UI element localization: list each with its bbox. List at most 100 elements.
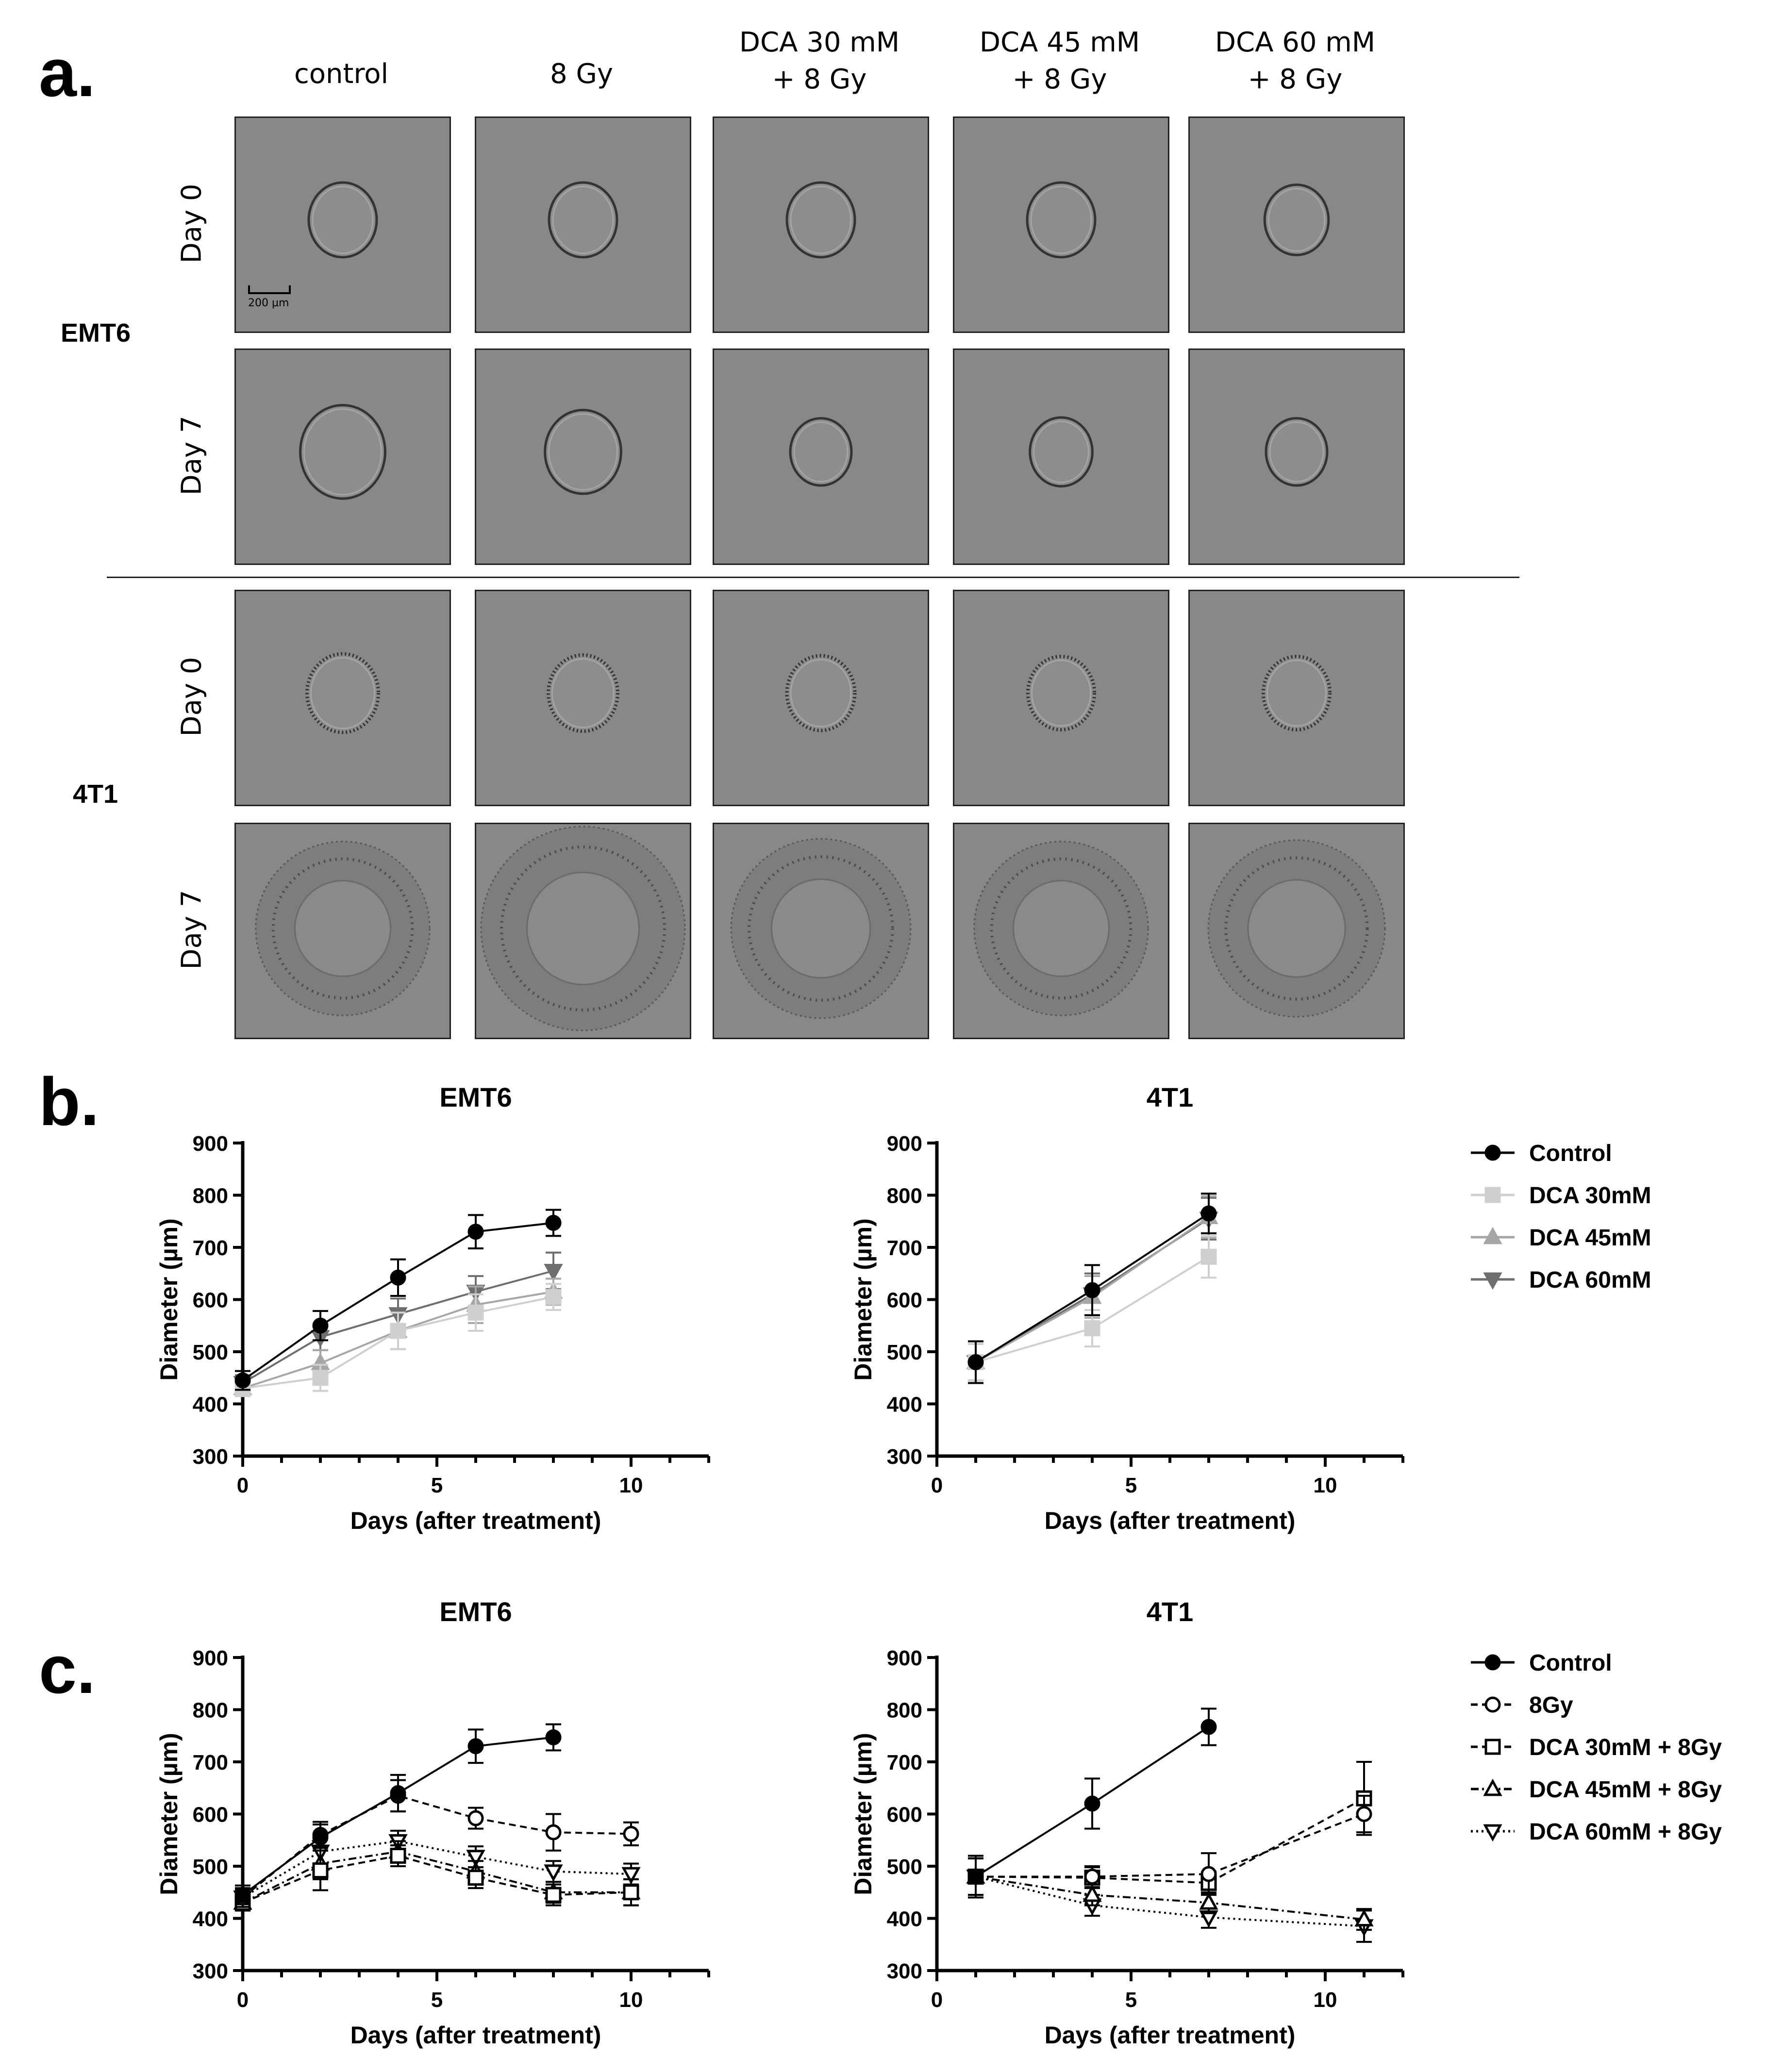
legend-b-label-dca-60mm: DCA 60mM bbox=[1529, 1267, 1651, 1293]
chart1-series-dca-30mm-point bbox=[1084, 1320, 1100, 1337]
chart2-y-tick-label: 800 bbox=[193, 1699, 228, 1723]
chart2-y-tick-label: 700 bbox=[193, 1751, 228, 1774]
micrograph-emt6-day-0-control bbox=[234, 116, 451, 333]
chart0-series-dca-60mm-point bbox=[544, 1263, 563, 1281]
chart3-y-tick-label: 600 bbox=[887, 1803, 922, 1827]
chart1-series-control-point bbox=[1084, 1282, 1100, 1298]
chart2-series-control-point bbox=[312, 1829, 329, 1846]
legend-c-label-dca-60mm-8gy: DCA 60mM + 8Gy bbox=[1529, 1819, 1722, 1845]
chart0-series-control-point bbox=[467, 1224, 484, 1240]
chart2-series-dca-30mm-8gy-point bbox=[545, 1887, 562, 1903]
legend-b-label-dca-30mm: DCA 30mM bbox=[1529, 1183, 1651, 1209]
chart2-series-dca-60mm-8gy-point bbox=[621, 1867, 641, 1885]
chart2-series-dca-60mm-8gy-point bbox=[466, 1850, 485, 1867]
micrograph-4t1-day-0-dca-60-mm-8-gy bbox=[1188, 590, 1405, 806]
chart3-series-8gy-point bbox=[1084, 1869, 1100, 1885]
chart1-y-tick-label: 900 bbox=[887, 1132, 922, 1156]
chart2-y-tick-label: 900 bbox=[193, 1646, 228, 1670]
legend-b-marker-control bbox=[1484, 1144, 1501, 1161]
chart2-series-dca-30mm-8gy-line bbox=[242, 1855, 632, 1904]
chart3-y-tick-label: 700 bbox=[887, 1751, 922, 1774]
legend-c-marker-8gy bbox=[1484, 1696, 1501, 1713]
chart1-series-control-point bbox=[967, 1354, 984, 1370]
scale-bar-label: 200 µm bbox=[248, 297, 289, 309]
micrograph-4t1-day-0-8-gy bbox=[475, 590, 691, 806]
micrograph-emt6-day-7-8-gy bbox=[475, 348, 691, 565]
chart2-x-tick-label: 0 bbox=[237, 1988, 249, 2012]
micrograph-4t1-day-0-control bbox=[234, 590, 451, 806]
chart1-y-axis-label: Diameter (µm) bbox=[850, 1218, 877, 1380]
chart3-y-tick-label: 800 bbox=[887, 1699, 922, 1723]
chart1-x-tick-label: 5 bbox=[1125, 1474, 1137, 1497]
micrograph-emt6-day-0-dca-30-mm-8-gy bbox=[713, 116, 929, 333]
chart3-series-8gy-point bbox=[1356, 1806, 1372, 1822]
column-header-control: control bbox=[294, 58, 389, 90]
chart2-y-tick-label: 600 bbox=[193, 1803, 228, 1827]
chart2-title: EMT6 bbox=[439, 1596, 512, 1627]
chart3-series-control-point bbox=[967, 1869, 984, 1885]
chart0-series-control-point bbox=[545, 1214, 562, 1231]
panel-label-a: a. bbox=[39, 34, 96, 111]
chart3-series-dca-45mm-8gy-point bbox=[1083, 1884, 1102, 1902]
chart-c-emt6: EMT6 300 400 500 600 700 800 900 0 5 10 Days (after… bbox=[155, 1596, 710, 2049]
micrograph-4t1-day-7-dca-60-mm-8-gy bbox=[1188, 823, 1405, 1039]
micrograph-4t1-day-0-dca-45-mm-8-gy bbox=[953, 590, 1169, 806]
legend-b-marker-dca-30mm bbox=[1484, 1187, 1501, 1203]
chart0-x-tick-label: 5 bbox=[431, 1474, 443, 1497]
chart1-y-tick-label: 300 bbox=[887, 1445, 922, 1469]
row-label-emt6-day-7: Day 7 bbox=[176, 415, 208, 496]
panel-label-b: b. bbox=[39, 1063, 100, 1140]
legend-c-label-control: Control bbox=[1529, 1650, 1612, 1676]
chart1-x-axis-label: Days (after treatment) bbox=[1045, 1507, 1296, 1534]
chart3-series-dca-45mm-8gy-point bbox=[1199, 1892, 1218, 1910]
chart2-series-dca-30mm-8gy-point bbox=[390, 1848, 406, 1864]
chart3-y-tick-label: 300 bbox=[887, 1959, 922, 1983]
chart0-series-dca-30mm-point bbox=[467, 1304, 484, 1321]
chart3-y-axis-label: Diameter (µm) bbox=[850, 1733, 877, 1895]
chart0-series-control-point bbox=[234, 1372, 251, 1389]
chart3-x-tick-label: 5 bbox=[1125, 1988, 1137, 2012]
legend-c-label-dca-30mm-8gy: DCA 30mM + 8Gy bbox=[1529, 1735, 1722, 1760]
chart3-y-tick-label: 400 bbox=[887, 1907, 922, 1931]
chart2-y-tick-label: 500 bbox=[193, 1855, 228, 1879]
chart3-x-axis-label: Days (after treatment) bbox=[1045, 2022, 1296, 2049]
chart2-y-tick-label: 300 bbox=[193, 1959, 228, 1983]
chart1-y-tick-label: 600 bbox=[887, 1289, 922, 1312]
micrograph-emt6-day-0-dca-60-mm-8-gy bbox=[1188, 116, 1405, 333]
column-header-dca-45-mm-8-gy: DCA 45 mM + 8 Gy bbox=[979, 27, 1140, 95]
chart0-y-tick-label: 500 bbox=[193, 1341, 228, 1364]
chart1-series-dca-30mm-point bbox=[1200, 1248, 1217, 1265]
chart1-y-tick-label: 800 bbox=[887, 1184, 922, 1208]
legend-b-label-dca-45mm: DCA 45mM bbox=[1529, 1225, 1651, 1251]
chart1-series-control-point bbox=[1200, 1205, 1217, 1222]
chart0-y-axis-label: Diameter (µm) bbox=[155, 1218, 183, 1380]
chart3-series-control-point bbox=[1200, 1719, 1217, 1735]
chart2-x-axis-label: Days (after treatment) bbox=[350, 2022, 601, 2049]
chart-c-4t1: 4T1 300 400 500 600 700 800 900 0 5 10 Days (after … bbox=[850, 1596, 1404, 2049]
micrograph-4t1-day-7-dca-45-mm-8-gy bbox=[953, 823, 1169, 1039]
chart1-y-tick-label: 400 bbox=[887, 1393, 922, 1417]
chart0-x-tick-label: 0 bbox=[237, 1474, 249, 1497]
column-header-dca-60-mm-8-gy: DCA 60 mM + 8 Gy bbox=[1215, 27, 1376, 95]
micrograph-emt6-day-7-control bbox=[234, 348, 451, 565]
chart0-title: EMT6 bbox=[439, 1082, 512, 1112]
chart1-title: 4T1 bbox=[1147, 1082, 1194, 1112]
chart2-series-control-point bbox=[234, 1887, 251, 1903]
chart2-x-tick-label: 5 bbox=[431, 1988, 443, 2012]
chart2-series-dca-45mm-8gy-line bbox=[242, 1850, 631, 1904]
chart-b-emt6: EMT6 300 400 500 600 700 800 900 0 5 10 Days (after… bbox=[155, 1082, 710, 1534]
chart3-series-8gy-point bbox=[1200, 1866, 1217, 1882]
chart1-y-tick-label: 700 bbox=[887, 1236, 922, 1260]
chart2-series-control-line bbox=[242, 1736, 554, 1896]
chart2-series-dca-30mm-8gy-point bbox=[467, 1870, 484, 1886]
micrograph-emt6-day-0-8-gy bbox=[475, 116, 691, 333]
legend-c-marker-dca-45mm-8gy bbox=[1483, 1778, 1502, 1796]
legend-b-label-control: Control bbox=[1529, 1141, 1612, 1166]
chart-b-4t1: 4T1 300 400 500 600 700 800 900 0 5 10 Days (after … bbox=[850, 1082, 1404, 1534]
legend-c: Control 8Gy DCA 30mM + 8Gy DCA 45mM + 8Gy DC… bbox=[1471, 1650, 1722, 1845]
chart2-series-8gy-point bbox=[545, 1824, 562, 1840]
chart0-y-tick-label: 600 bbox=[193, 1289, 228, 1312]
chart2-series-dca-60mm-8gy-point bbox=[544, 1864, 563, 1882]
micrograph-emt6-day-7-dca-60-mm-8-gy bbox=[1188, 348, 1405, 565]
chart0-series-dca-30mm-point bbox=[545, 1289, 562, 1305]
